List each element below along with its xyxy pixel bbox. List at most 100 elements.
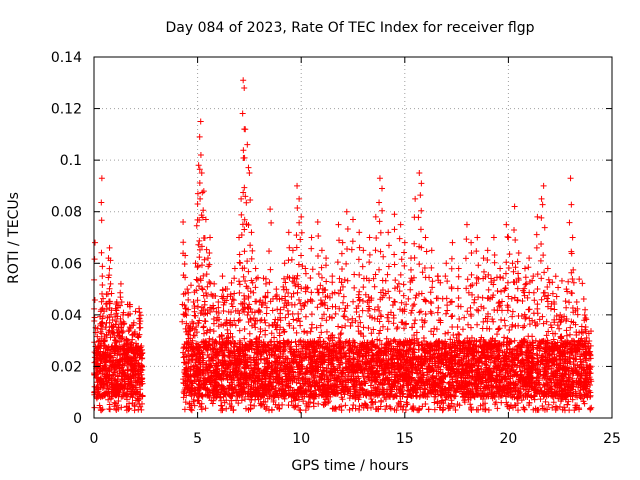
data-point [112, 400, 119, 407]
data-point [377, 289, 384, 296]
data-point [523, 280, 530, 287]
data-point [431, 347, 438, 354]
data-point [221, 399, 228, 406]
data-point [136, 393, 143, 400]
data-point [493, 331, 500, 338]
data-point [582, 385, 589, 392]
data-point [397, 403, 404, 410]
data-point [116, 370, 123, 377]
data-point [248, 382, 255, 389]
data-point [577, 358, 584, 365]
data-point [338, 279, 345, 286]
data-point [341, 308, 348, 315]
data-point [586, 355, 593, 362]
data-point [482, 360, 489, 367]
data-point [97, 376, 104, 383]
data-point [275, 380, 282, 387]
data-point [268, 338, 275, 345]
data-point [570, 361, 577, 368]
data-point [406, 391, 413, 398]
data-point [236, 327, 243, 334]
data-point [224, 286, 231, 293]
data-point [554, 322, 561, 329]
data-point [562, 386, 569, 393]
data-point [96, 402, 103, 409]
data-point [511, 356, 518, 363]
data-point [483, 379, 490, 386]
data-point [553, 345, 560, 352]
data-point [200, 368, 207, 375]
data-point [183, 371, 190, 378]
data-point [337, 331, 344, 338]
data-point [432, 375, 439, 382]
data-point [569, 367, 576, 374]
data-point [426, 384, 433, 391]
data-point [190, 344, 197, 351]
data-point [300, 398, 307, 405]
data-point [456, 402, 463, 409]
data-point [398, 299, 405, 306]
data-point [566, 354, 573, 361]
data-point [565, 278, 572, 285]
data-point [127, 379, 134, 386]
data-point [455, 331, 462, 338]
data-point [434, 388, 441, 395]
data-point [432, 387, 439, 394]
data-point [532, 337, 539, 344]
data-point [550, 399, 557, 406]
data-point [288, 398, 295, 405]
data-point [321, 311, 328, 318]
data-point [195, 343, 202, 350]
data-point [566, 387, 573, 394]
data-point [540, 352, 547, 359]
data-point [448, 313, 455, 320]
data-point [362, 291, 369, 298]
data-point [527, 368, 534, 375]
data-point [391, 336, 398, 343]
data-point [331, 390, 338, 397]
data-point [452, 342, 459, 349]
data-point [412, 317, 419, 324]
data-point [368, 340, 375, 347]
data-point [494, 288, 501, 295]
data-point [102, 375, 109, 382]
data-point [305, 357, 312, 364]
data-point [114, 390, 121, 397]
data-point [336, 404, 343, 411]
data-point [444, 355, 451, 362]
data-point [422, 401, 429, 408]
data-point [467, 304, 474, 311]
data-point [241, 292, 248, 299]
data-point [457, 346, 464, 353]
data-point [454, 345, 461, 352]
data-point [537, 339, 544, 346]
data-point [556, 370, 563, 377]
data-point [419, 323, 426, 330]
data-point [376, 307, 383, 314]
data-point [317, 282, 324, 289]
data-point [270, 398, 277, 405]
data-point [279, 376, 286, 383]
data-point [264, 355, 271, 362]
data-point [364, 405, 371, 412]
data-point [232, 364, 239, 371]
data-point [495, 352, 502, 359]
data-point [241, 300, 248, 307]
data-point [290, 373, 297, 380]
data-point [109, 393, 116, 400]
data-point [358, 387, 365, 394]
data-point [401, 372, 408, 379]
data-point [201, 330, 208, 337]
data-point [259, 384, 266, 391]
data-point [467, 401, 474, 408]
data-point [285, 339, 292, 346]
data-point [558, 277, 565, 284]
data-point [338, 385, 345, 392]
data-point [244, 304, 251, 311]
data-point [267, 370, 274, 377]
data-point [390, 312, 397, 319]
data-point [307, 328, 314, 335]
data-point [515, 407, 522, 414]
data-point [320, 338, 327, 345]
data-point [271, 351, 278, 358]
